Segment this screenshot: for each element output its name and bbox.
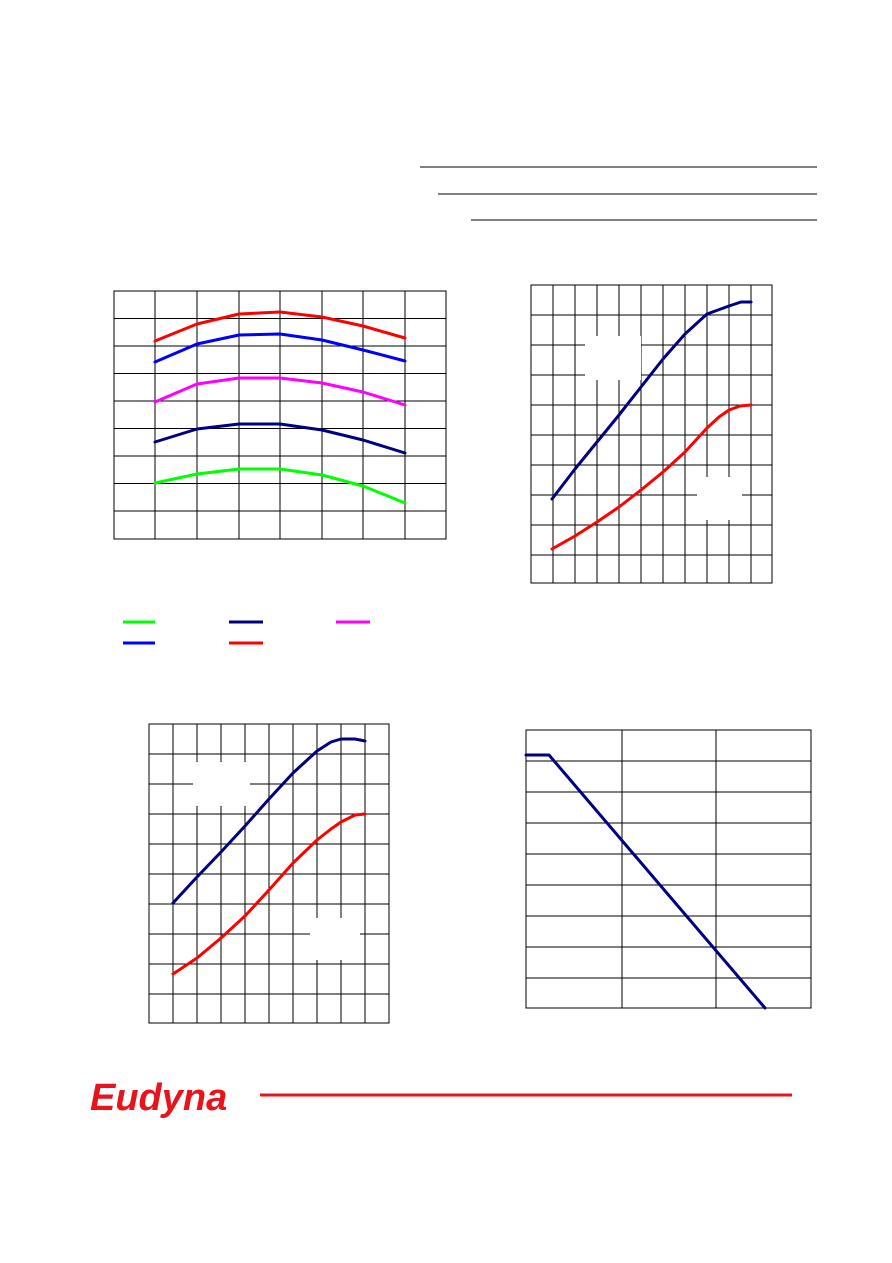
curve (153, 422, 407, 455)
curve (550, 403, 753, 551)
curve (171, 812, 367, 976)
logo: Eudyna (90, 1077, 227, 1119)
label-mask (697, 477, 742, 520)
label-mask (193, 762, 250, 806)
plot-grid (526, 730, 811, 1008)
curve (171, 737, 367, 905)
plot-grid (531, 285, 772, 583)
curve (550, 300, 753, 501)
plot-frame (525, 729, 812, 1009)
curve (153, 332, 407, 364)
curve (153, 467, 407, 505)
curve (524, 753, 767, 1010)
curve (153, 376, 407, 407)
plot-frame (113, 290, 447, 540)
plot-frame (148, 723, 390, 1024)
label-mask (585, 336, 641, 380)
label-mask (310, 918, 360, 960)
curve (153, 310, 407, 343)
plot-frame (530, 284, 773, 584)
plot-grid (149, 724, 389, 1023)
